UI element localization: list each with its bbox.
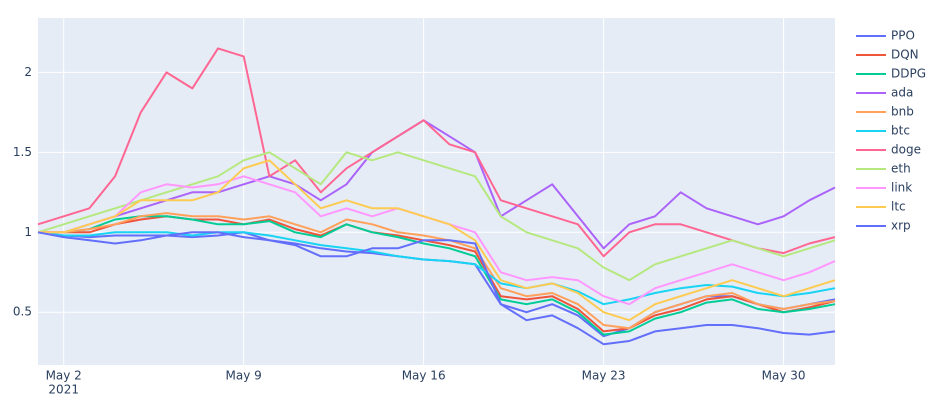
legend-label: PPO (891, 29, 915, 43)
series-line (38, 215, 836, 336)
y-tick-label: 2 (24, 65, 32, 79)
series-lines (37, 47, 836, 346)
series-line (37, 151, 836, 282)
x-tick-label: May 23 (582, 369, 626, 383)
legend-label: ltc (891, 200, 906, 214)
series-line (37, 231, 836, 346)
x-tick-label: May 30 (762, 369, 806, 383)
plot-area (38, 18, 835, 365)
series-line (38, 212, 836, 330)
legend-label: eth (891, 162, 911, 176)
series-line (37, 47, 836, 258)
x-year-label: 2021 (48, 383, 79, 397)
legend-label: ada (891, 86, 913, 100)
series-line (38, 119, 836, 250)
legend-label: DDPG (891, 67, 926, 81)
legend-label: btc (891, 124, 910, 138)
legend-label: DQN (891, 48, 919, 62)
x-tick-label: May 2 (46, 369, 82, 383)
y-tick-label: 1.5 (13, 145, 32, 159)
x-tick-label: May 9 (226, 369, 262, 383)
y-tick-label: 1 (24, 225, 32, 239)
x-tick-label: May 16 (402, 369, 446, 383)
legend-label: link (891, 181, 912, 195)
y-tick-label: 0.5 (13, 305, 32, 319)
series-line (37, 231, 836, 306)
legend-label: bnb (891, 105, 914, 119)
legend-label: xrp (891, 219, 911, 233)
legend-label: doge (891, 143, 921, 157)
series-line (38, 159, 836, 322)
